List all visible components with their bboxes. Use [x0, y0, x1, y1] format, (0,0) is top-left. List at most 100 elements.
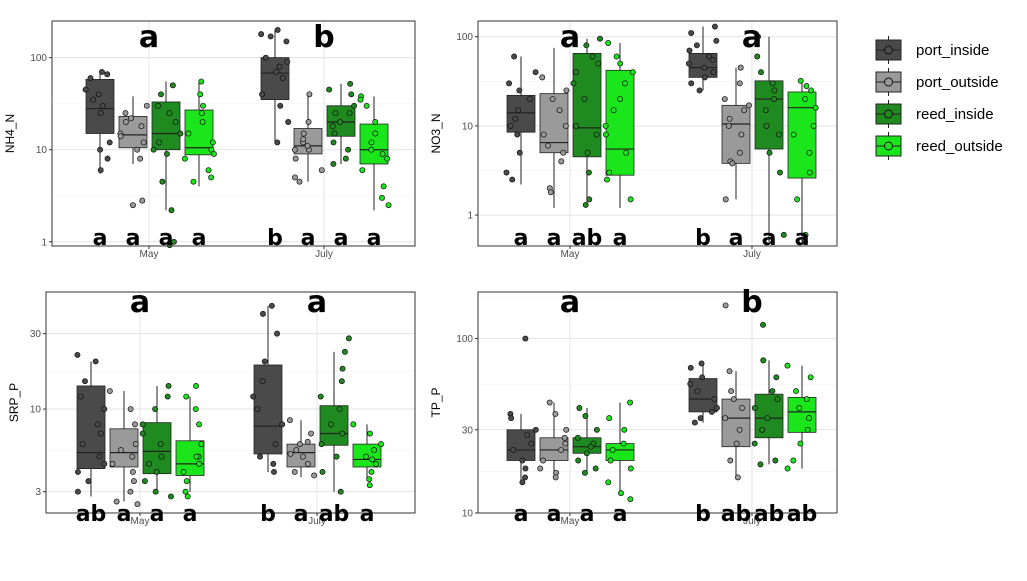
data-point — [345, 335, 352, 342]
box-reed_outside-July — [350, 421, 385, 489]
data-point — [338, 378, 345, 385]
box-port_inside-July — [258, 26, 292, 146]
legend: port_inside port_outside reed_inside reed_o… — [875, 36, 1003, 160]
data-point — [804, 426, 811, 433]
data-point — [713, 37, 720, 44]
legend-point — [884, 45, 893, 55]
box-port_inside-July — [687, 360, 720, 426]
data-point — [617, 96, 624, 102]
data-point — [698, 360, 705, 367]
data-point — [197, 91, 204, 98]
data-point — [74, 488, 81, 495]
data-point — [524, 432, 531, 438]
data-point — [766, 149, 773, 156]
y-tick-label: 30 — [462, 425, 474, 436]
significance-letter-bottom: a — [126, 226, 141, 251]
data-point — [165, 382, 172, 389]
data-point — [190, 178, 197, 185]
data-point — [198, 441, 205, 448]
significance-letter-bottom: b — [695, 226, 711, 251]
significance-letter-bottom: a — [613, 226, 628, 251]
data-point — [296, 441, 303, 448]
data-point — [208, 146, 215, 153]
data-point — [372, 130, 379, 137]
data-point — [200, 102, 206, 109]
data-point — [507, 122, 514, 129]
data-point — [604, 176, 610, 183]
box-reed_outside-July — [787, 77, 819, 245]
data-point — [92, 358, 99, 365]
data-point — [688, 80, 695, 87]
data-point — [196, 421, 202, 428]
significance-letter-bottom: b — [260, 502, 276, 527]
data-point — [318, 167, 325, 174]
data-point — [259, 91, 265, 98]
data-point — [304, 142, 311, 149]
data-point — [597, 35, 603, 42]
data-point — [793, 388, 800, 395]
data-point — [593, 426, 600, 433]
data-point — [693, 42, 700, 49]
data-point — [90, 96, 97, 103]
data-point — [769, 388, 776, 395]
plot-border — [477, 291, 838, 514]
data-point — [609, 446, 616, 453]
data-point — [777, 169, 783, 176]
data-point — [330, 139, 337, 146]
data-point — [373, 460, 379, 467]
data-point — [101, 406, 108, 412]
data-point — [274, 330, 281, 337]
data-point — [134, 501, 141, 508]
data-point — [514, 131, 521, 138]
data-point — [150, 146, 157, 153]
data-point — [286, 417, 293, 424]
significance-letter-top: a — [742, 20, 762, 55]
data-point — [300, 130, 307, 137]
data-point — [587, 443, 594, 450]
data-point — [726, 115, 733, 122]
data-point — [318, 441, 325, 448]
legend-label: reed_inside — [916, 106, 994, 123]
y-tick-label: 10 — [462, 509, 474, 520]
data-point — [797, 77, 804, 84]
data-point — [733, 440, 740, 447]
data-point — [606, 415, 613, 422]
data-point — [339, 365, 346, 372]
data-point — [784, 362, 791, 369]
data-point — [726, 368, 733, 375]
data-point — [760, 321, 766, 328]
data-point — [573, 122, 580, 129]
data-point — [270, 460, 277, 467]
data-point — [98, 68, 105, 75]
data-point — [328, 421, 335, 428]
data-point — [198, 110, 205, 117]
data-point — [537, 465, 544, 472]
data-point — [152, 406, 159, 412]
data-point — [617, 60, 624, 67]
data-point — [509, 176, 516, 183]
data-point — [516, 149, 523, 156]
data-point — [326, 86, 333, 93]
data-point — [593, 131, 600, 138]
data-point — [180, 469, 187, 475]
data-point — [757, 461, 764, 468]
box-reed_inside-July — [326, 80, 358, 167]
data-point — [582, 201, 589, 208]
data-point — [156, 139, 163, 146]
data-point — [764, 415, 771, 422]
y-axis-label: SRP_P — [7, 383, 21, 422]
data-point — [333, 453, 340, 460]
data-point — [759, 426, 766, 433]
data-point — [803, 396, 810, 403]
legend-label: port_outside — [916, 74, 999, 91]
box-port_inside-May — [82, 68, 115, 174]
data-point — [772, 457, 779, 464]
box-reed_outside-May — [181, 78, 217, 187]
significance-letter-top: b — [741, 285, 762, 320]
data-point — [163, 150, 170, 157]
data-point — [575, 457, 582, 464]
x-tick-label: July — [315, 249, 333, 260]
data-point — [696, 87, 703, 94]
data-point — [810, 122, 817, 129]
data-point — [199, 119, 206, 125]
